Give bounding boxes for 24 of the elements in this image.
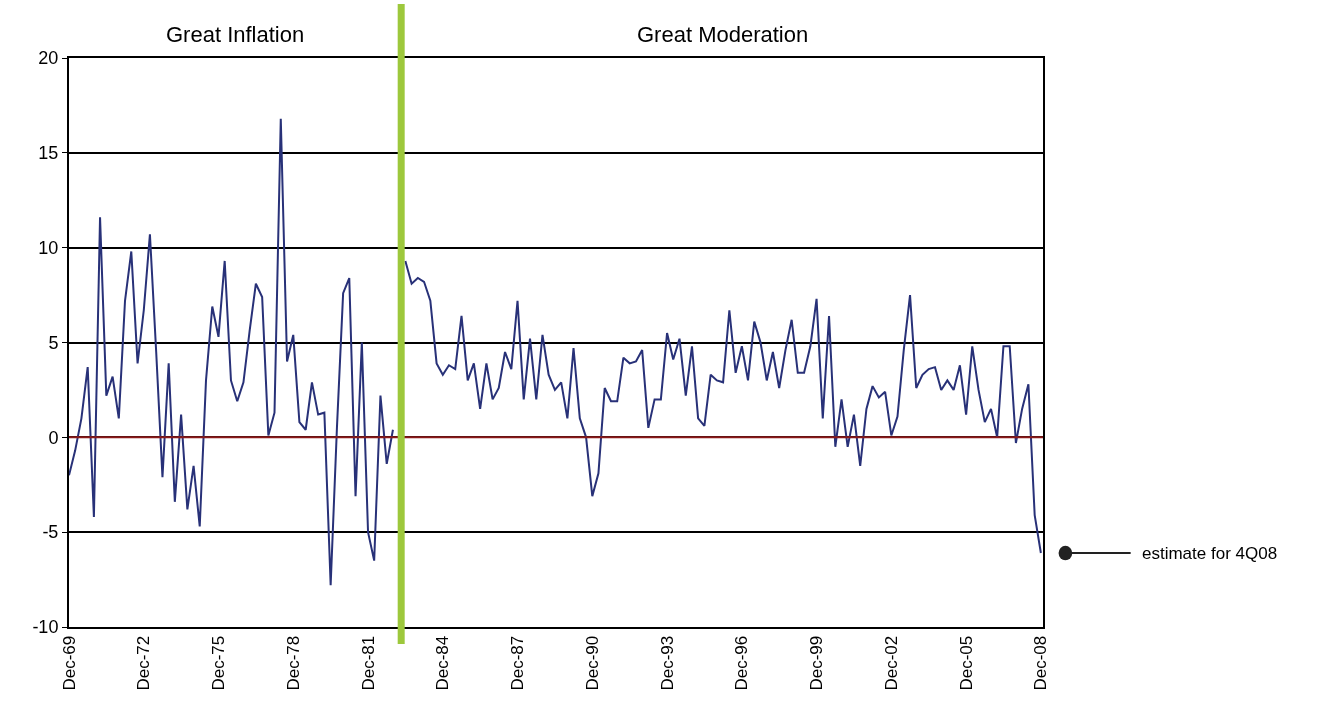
y-tick-label: -5 bbox=[42, 522, 59, 543]
x-tick-label: Dec-75 bbox=[209, 635, 228, 691]
x-tick-label: Dec-90 bbox=[582, 635, 602, 691]
x-tick-label: Dec-96 bbox=[732, 635, 752, 691]
x-tick-label: Dec-69 bbox=[59, 635, 79, 691]
x-tick-label: Dec-05 bbox=[956, 635, 976, 691]
y-tick-label: 20 bbox=[38, 48, 59, 69]
y-tick-label: 0 bbox=[48, 427, 59, 448]
x-tick-label: Dec-99 bbox=[807, 635, 827, 691]
x-tick-label: Dec-02 bbox=[881, 635, 901, 691]
y-tick-label: -10 bbox=[32, 617, 59, 638]
x-tick-label: Dec-84 bbox=[433, 635, 453, 691]
x-tick-label: Dec-87 bbox=[508, 635, 528, 691]
x-tick-label: Dec-81 bbox=[358, 635, 378, 691]
text: Great Inflation bbox=[166, 22, 305, 47]
x-tick-label: Dec-93 bbox=[657, 635, 677, 691]
x-tick-label: Dec-72 bbox=[134, 635, 154, 691]
y-tick-label: 5 bbox=[48, 332, 59, 353]
y-tick-label: 10 bbox=[38, 237, 59, 258]
text: estimate for 4Q08 bbox=[1142, 544, 1278, 563]
x-tick-label: Dec-08 bbox=[1031, 635, 1051, 691]
x-tick-label: Dec-78 bbox=[283, 635, 303, 691]
text: Great Moderation bbox=[637, 22, 809, 47]
y-tick-label: 15 bbox=[38, 143, 59, 164]
